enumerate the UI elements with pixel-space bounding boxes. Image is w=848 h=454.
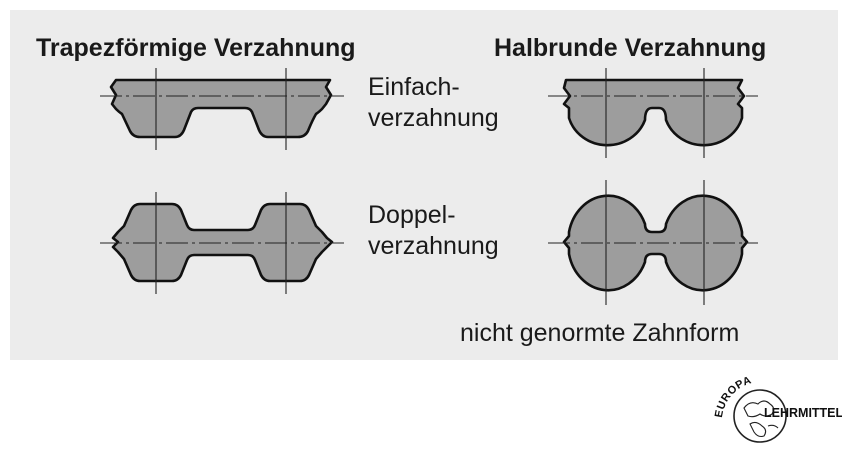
diagram-panel [10, 10, 838, 360]
label-double-toothing: Doppel- verzahnung [368, 200, 499, 262]
label-single-toothing: Einfach- verzahnung [368, 72, 499, 134]
europa-lehrmittel-logo: EUROPA LEHRMITTEL [713, 374, 842, 443]
globe-icon [733, 389, 787, 443]
label-single-line1: Einfach- [368, 73, 460, 101]
label-double-line2: verzahnung [368, 232, 499, 260]
trapezoidal-single-profile [109, 78, 333, 139]
label-single-line2: verzahnung [368, 104, 499, 132]
trapezoidal-double-profile [111, 202, 334, 283]
logo-text-right: LEHRMITTEL [764, 406, 842, 420]
label-double-line1: Doppel- [368, 201, 456, 229]
label-nonstandard-tooth-form: nicht genormte Zahnform [460, 319, 740, 347]
heading-semicircular: Halbrunde Verzahnung [494, 34, 767, 62]
heading-trapezoidal: Trapezförmige Verzahnung [36, 34, 356, 62]
